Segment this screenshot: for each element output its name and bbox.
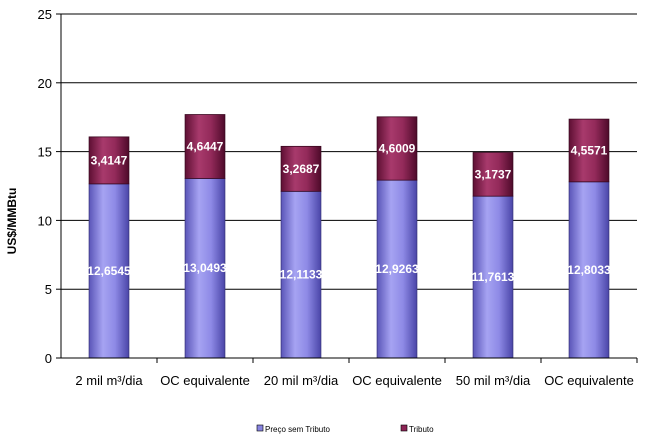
bar-tributo: [376, 116, 418, 181]
x-tick-label: 20 mil m³/dia: [264, 373, 339, 388]
data-label: 12,1133: [280, 268, 323, 282]
x-tick-label: 50 mil m³/dia: [456, 373, 531, 388]
bar-tributo: [568, 118, 610, 183]
data-label: 3,4147: [91, 153, 128, 167]
axes: 0 5 10 15 20 25 2 mil m³/dia OC equivalente 20 m…: [38, 7, 638, 388]
bar-tributo: [472, 152, 514, 197]
x-tick-label: 2 mil m³/dia: [75, 373, 143, 388]
legend-swatch: [400, 424, 408, 432]
bar-preco-sem-tributo: [472, 195, 514, 359]
data-labels: 12,6545 3,4147 13,0493 4,6447 12,1133 3,2687 1…: [87, 139, 611, 284]
legend-label: Preço sem Tributo: [265, 425, 330, 434]
y-tick-label: 25: [38, 7, 52, 22]
x-tick-label: OC equivalente: [352, 373, 442, 388]
y-axis-label: US$/MMBtu: [5, 188, 19, 255]
y-tick-label: 15: [38, 145, 52, 160]
gridlines: [61, 13, 637, 290]
bar-preco-sem-tributo: [568, 181, 610, 359]
legend: Preço sem Tributo Tributo: [256, 424, 434, 434]
x-tick-label: OC equivalente: [160, 373, 250, 388]
data-label: 12,8033: [567, 263, 611, 277]
legend-swatch: [256, 424, 264, 432]
data-label: 13,0493: [183, 261, 227, 275]
x-tick-label: OC equivalente: [544, 373, 634, 388]
data-label: 3,1737: [475, 167, 512, 181]
data-label: 11,7613: [472, 270, 515, 284]
data-label: 4,6447: [187, 139, 224, 153]
y-tick-label: 0: [45, 351, 52, 366]
bar-tributo: [88, 136, 130, 185]
y-tick-label: 10: [38, 213, 52, 228]
y-tick-label: 20: [38, 76, 52, 91]
bar-tributo: [184, 114, 226, 179]
bar-preco-sem-tributo: [376, 179, 418, 359]
data-label: 12,9263: [375, 262, 419, 276]
bar-preco-sem-tributo: [88, 183, 130, 359]
data-label: 3,2687: [283, 162, 320, 176]
data-label: 12,6545: [87, 264, 131, 278]
bar-tributo: [280, 145, 322, 192]
bars: [88, 114, 610, 359]
legend-label: Tributo: [409, 425, 434, 434]
y-tick-label: 5: [45, 282, 52, 297]
data-label: 4,6009: [379, 141, 416, 155]
data-label: 4,5571: [571, 143, 608, 157]
